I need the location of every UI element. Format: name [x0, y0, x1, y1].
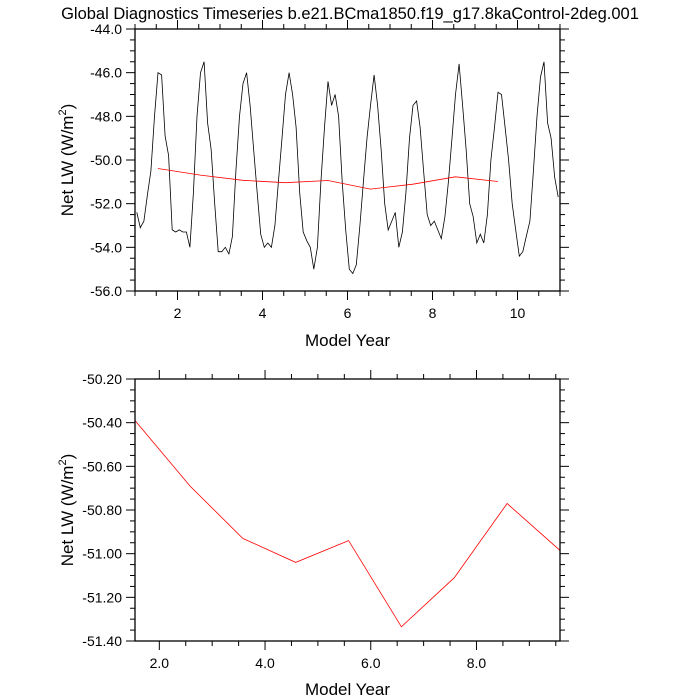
x-axis-label: Model Year	[305, 680, 390, 699]
y-axis-label-end: )	[58, 454, 77, 460]
y-axis-label-superscript: 2	[57, 459, 69, 465]
y-tick-label: -50.20	[82, 371, 122, 387]
y-tick-label: -44.0	[90, 21, 122, 37]
series-line-monthly	[136, 61, 559, 275]
y-axis-label: Net LW (W/m2)	[57, 104, 77, 217]
chart-title: Global Diagnostics Timeseries b.e21.BCma…	[61, 5, 639, 23]
y-tick-label: -54.0	[90, 239, 122, 255]
x-tick-label: 2.0	[150, 655, 170, 671]
y-tick-label: -51.20	[82, 589, 122, 605]
x-tick-label: 10	[510, 305, 526, 321]
y-tick-label: -50.80	[82, 502, 122, 518]
bottom-plot: 2.0 4.0 6.0 8.0 -50.20 -50.40 -50.60 -50.80 -51.…	[57, 370, 569, 699]
y-axis-label-text: Net LW (W/m	[58, 116, 77, 217]
y-tick-label: -52.0	[90, 196, 122, 212]
y-axis-label: Net LW (W/m2)	[57, 454, 77, 567]
x-axis-label: Model Year	[305, 331, 390, 350]
y-tick-label: -51.40	[82, 633, 122, 649]
x-tick-label: 4	[259, 305, 267, 321]
y-tick-label: -51.00	[82, 546, 122, 562]
y-tick-label: -56.0	[90, 283, 122, 299]
x-tick-label: 8.0	[467, 655, 487, 671]
y-tick-label: -50.60	[82, 458, 122, 474]
x-tick-label: 6	[344, 305, 352, 321]
y-tick-label: -50.0	[90, 152, 122, 168]
y-tick-label: -48.0	[90, 108, 122, 124]
y-axis-label-superscript: 2	[57, 109, 69, 115]
x-tick-label: 6.0	[361, 655, 381, 671]
x-tick-label: 8	[429, 305, 437, 321]
series-line-annual	[157, 168, 498, 190]
plot-frame	[134, 378, 561, 642]
x-tick-label: 4.0	[255, 655, 275, 671]
y-axis-label-text: Net LW (W/m	[58, 466, 77, 567]
y-axis-label-end: )	[58, 104, 77, 110]
y-tick-label: -46.0	[90, 65, 122, 81]
x-tick-label: 2	[174, 305, 182, 321]
series-line-annual	[135, 420, 560, 628]
y-tick-label: -50.40	[82, 415, 122, 431]
top-plot: 2 4 6 8 10 -44.0 -46.0 -48.0 -50.0 -52.0 -54.0 -56.…	[57, 20, 569, 350]
